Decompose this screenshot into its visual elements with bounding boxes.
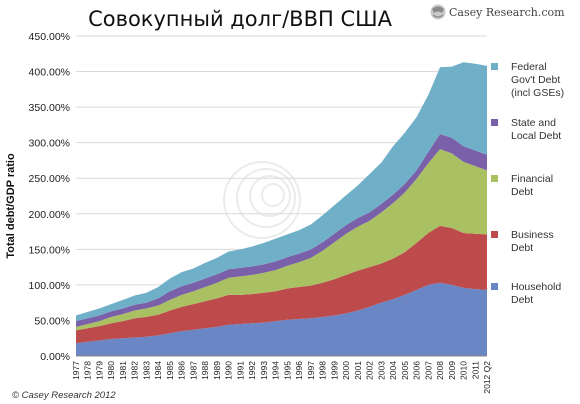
y-tick-label: 250.00%	[29, 173, 70, 185]
legend-label: Financial	[511, 173, 553, 185]
area-series-2	[76, 149, 487, 331]
watermark-swirl-icon	[223, 161, 301, 239]
y-tick-label: 350.00%	[29, 102, 70, 114]
copyright-note: © Casey Research 2012	[12, 390, 116, 401]
legend-label: Business	[511, 229, 554, 241]
x-tick-label: 1988	[200, 361, 210, 380]
x-tick-label: 1987	[188, 361, 198, 380]
area-series-1	[76, 225, 487, 344]
x-tick-label: 2000	[341, 361, 351, 380]
legend-swatch	[491, 175, 498, 182]
x-tick-label: 1983	[141, 361, 151, 380]
legend-swatch	[491, 283, 498, 290]
x-tick-label: 1995	[282, 361, 292, 380]
x-tick-label: 1997	[306, 361, 316, 380]
y-tick-label: 150.00%	[29, 244, 70, 256]
x-tick-label: 2003	[376, 361, 386, 380]
legend-label: Federal	[511, 61, 547, 73]
x-tick-label: 2004	[388, 361, 398, 380]
x-tick-label: 2012 Q2	[482, 361, 492, 394]
legend-label: State and	[511, 117, 556, 129]
x-tick-label: 1985	[165, 361, 175, 380]
legend-label: Debt	[511, 242, 533, 254]
y-axis-tick-labels: 0.00% 50.00% 100.00% 150.00% 200.00% 250.00% 3…	[29, 31, 70, 363]
stacked-areas	[76, 62, 487, 356]
x-axis-tick-labels: 1977 1978 1979 1980 1981 1982 1983 1984 1985 1986…	[71, 361, 492, 394]
legend-swatch	[491, 63, 498, 70]
x-tick-label: 1981	[118, 361, 128, 380]
x-tick-label: 1982	[130, 361, 140, 380]
y-tick-label: 200.00%	[29, 209, 70, 221]
x-tick-label: 1993	[259, 361, 269, 380]
x-tick-label: 1998	[318, 361, 328, 380]
x-tick-label: 1999	[329, 361, 339, 380]
y-tick-label: 400.00%	[29, 67, 70, 79]
x-tick-label: 2006	[412, 361, 422, 380]
y-tick-label: 300.00%	[29, 138, 70, 150]
y-axis-label: Total debt/GDP ratio	[5, 153, 17, 259]
x-tick-label: 1986	[177, 361, 187, 380]
area-series-0	[76, 282, 487, 356]
x-tick-label: 2001	[353, 361, 363, 380]
x-tick-label: 1994	[271, 361, 281, 380]
x-tick-label: 1979	[94, 361, 104, 380]
brand-name: Casey Research.com	[449, 6, 565, 19]
y-tick-label: 450.00%	[29, 31, 70, 43]
x-tick-label: 2008	[435, 361, 445, 380]
x-tick-label: 1978	[83, 361, 93, 380]
legend-swatch	[491, 231, 498, 238]
legend-label: Household	[511, 281, 561, 293]
legend-label: Local Debt	[511, 130, 561, 142]
y-tick-label: 0.00%	[40, 351, 70, 363]
x-tick-label: 2002	[365, 361, 375, 380]
x-tick-label: 2011	[470, 361, 480, 380]
x-tick-label: 1990	[224, 361, 234, 380]
globe-icon	[430, 4, 446, 20]
y-tick-label: 100.00%	[29, 280, 70, 292]
x-tick-label: 2005	[400, 361, 410, 380]
legend-label: Debt	[511, 186, 533, 198]
x-tick-label: 1980	[106, 361, 116, 380]
chart-title: Совокупный долг/ВВП США	[88, 7, 393, 31]
area-series-4	[76, 62, 487, 322]
x-tick-label: 1984	[153, 361, 163, 380]
x-tick-label: 2010	[459, 361, 469, 380]
legend-label: Gov't Debt	[511, 74, 560, 86]
x-tick-label: 2009	[447, 361, 457, 380]
legend-swatch	[491, 119, 498, 126]
x-tick-label: 1992	[247, 361, 257, 380]
brand-logo: Casey Research.com	[430, 4, 565, 20]
x-tick-label: 2007	[423, 361, 433, 380]
x-tick-label: 1977	[71, 361, 81, 380]
x-tick-label: 1991	[235, 361, 245, 380]
legend-label: Debt	[511, 294, 533, 306]
x-tick-label: 1989	[212, 361, 222, 380]
legend-label: (incl GSEs)	[511, 87, 564, 99]
y-tick-label: 50.00%	[34, 315, 70, 327]
x-tick-label: 1996	[294, 361, 304, 380]
